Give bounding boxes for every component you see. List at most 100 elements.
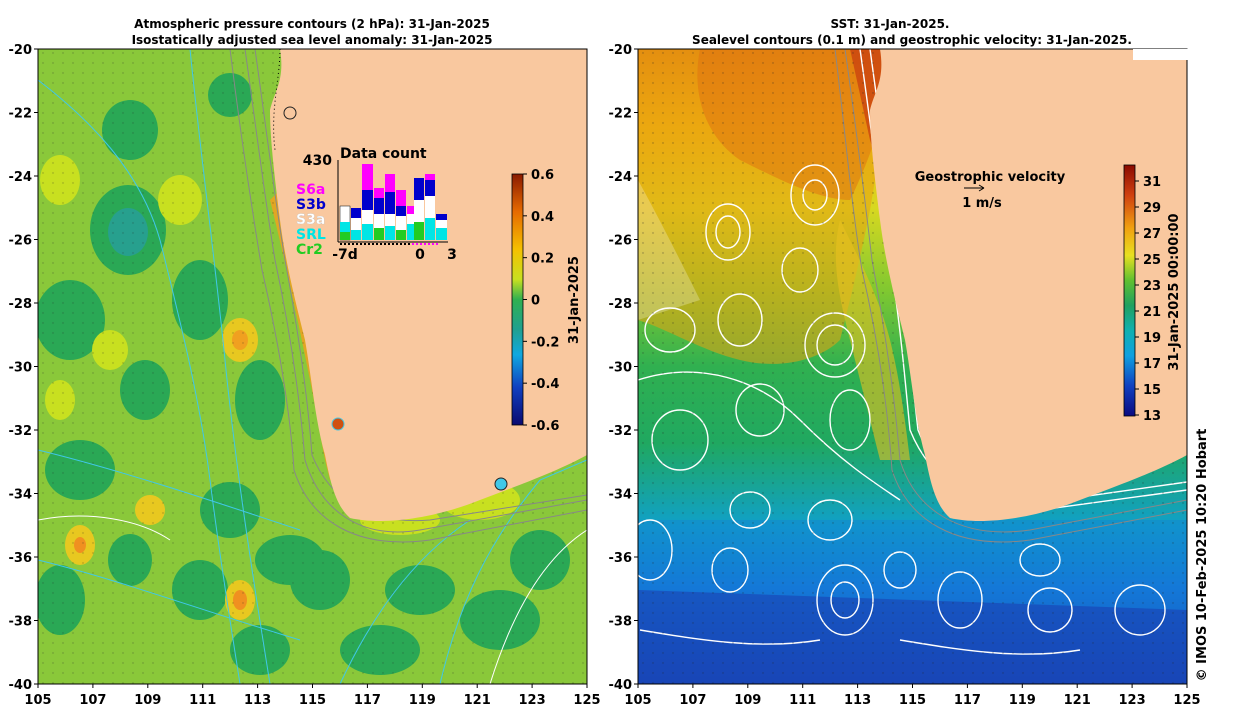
y-tick-label: -26 xyxy=(609,234,633,249)
x-tick-label: 123 xyxy=(1119,693,1146,708)
sla-colorbar: 0.6 0.4 0.2 0 -0.2 -0.4 -0.6 31-Jan-2025 xyxy=(511,168,582,434)
x-tick-label: 119 xyxy=(1009,693,1036,708)
y-tick-label: -32 xyxy=(609,424,633,439)
inset-max-count: 430 xyxy=(303,153,332,169)
x-tick-label: 113 xyxy=(244,693,271,708)
colorbar-tick-label: -0.6 xyxy=(531,419,559,434)
inset-legend-item: SRL xyxy=(296,227,326,243)
inset-x-tick-label: 3 xyxy=(447,247,457,263)
right-title-line1: SST: 31-Jan-2025. xyxy=(831,17,950,31)
colorbar-tick-label: 0 xyxy=(531,294,540,309)
y-tick-label: -36 xyxy=(9,551,33,566)
x-tick-label: 115 xyxy=(899,693,926,708)
x-tick-label: 111 xyxy=(189,693,216,708)
y-tick-label: -38 xyxy=(9,615,33,630)
y-tick-label: -30 xyxy=(9,361,33,376)
colorbar-tick-label: 15 xyxy=(1143,383,1161,398)
inset-legend-item: Cr2 xyxy=(296,242,323,258)
sst-colorbar: 31 29 27 25 23 21 19 17 15 13 31-Jan-2025 00:00:0… xyxy=(1123,164,1182,424)
x-tick-label: 121 xyxy=(464,693,491,708)
colorbar-tick-label: 29 xyxy=(1143,201,1161,216)
y-tick-label: -26 xyxy=(9,234,33,249)
velocity-legend-title: Geostrophic velocity xyxy=(915,170,1066,185)
colorbar-tick-label: 23 xyxy=(1143,279,1161,294)
x-tick-label: 117 xyxy=(954,693,981,708)
y-tick-label: -34 xyxy=(9,488,33,503)
land-mass xyxy=(270,49,587,521)
data-count-inset: Data count 430 xyxy=(296,146,457,263)
right-x-axis: 105 107 109 111 113 115 117 119 121 123 125 xyxy=(624,684,1201,708)
left-panel: Atmospheric pressure contours (2 hPa): 3… xyxy=(9,17,601,708)
inset-x-tick-label: 0 xyxy=(415,247,425,263)
y-tick-label: -28 xyxy=(609,297,633,312)
inset-legend-item: S3b xyxy=(296,197,326,213)
y-tick-label: -24 xyxy=(609,170,633,185)
y-tick-label: -34 xyxy=(609,488,633,503)
colorbar-tick-label: 19 xyxy=(1143,331,1161,346)
right-panel: SST: 31-Jan-2025. Sealevel contours (0.1… xyxy=(609,17,1201,708)
left-title-line1: Atmospheric pressure contours (2 hPa): 3… xyxy=(134,17,490,31)
x-tick-label: 113 xyxy=(844,693,871,708)
colorbar-tick-label: -0.4 xyxy=(531,377,559,392)
y-tick-label: -22 xyxy=(609,107,633,122)
sla-colorbar-label: 31-Jan-2025 xyxy=(567,256,582,344)
inset-x-tick-label: -7d xyxy=(332,247,358,263)
x-tick-label: 109 xyxy=(734,693,761,708)
sst-colorbar-label: 31-Jan-2025 00:00:00 xyxy=(1167,213,1182,370)
y-tick-label: -20 xyxy=(9,43,33,58)
inset-bars xyxy=(339,164,447,241)
y-tick-label: -36 xyxy=(609,551,633,566)
x-tick-label: 105 xyxy=(624,693,651,708)
x-tick-label: 115 xyxy=(299,693,326,708)
left-x-axis: 105 107 109 111 113 115 117 119 121 123 125 xyxy=(24,684,601,708)
station-marker xyxy=(283,106,297,120)
y-tick-label: -32 xyxy=(9,424,33,439)
y-tick-label: -30 xyxy=(609,361,633,376)
colorbar-tick-label: 0.2 xyxy=(531,252,554,267)
inset-legend-item: S6a xyxy=(296,182,325,198)
y-tick-label: -20 xyxy=(609,43,633,58)
station-marker xyxy=(494,477,508,491)
station-marker xyxy=(331,417,345,431)
x-tick-label: 105 xyxy=(24,693,51,708)
y-tick-label: -40 xyxy=(609,678,633,693)
left-title-line2: Isostatically adjusted sea level anomaly… xyxy=(132,33,493,47)
pressure-contours xyxy=(38,49,587,684)
sla-map xyxy=(38,49,587,684)
y-tick-label: -22 xyxy=(9,107,33,122)
right-y-axis: -20 -22 -24 -26 -28 -30 -32 -34 -36 -38 -40 xyxy=(609,43,638,693)
x-tick-label: 117 xyxy=(354,693,381,708)
right-title-line2: Sealevel contours (0.1 m) and geostrophi… xyxy=(692,33,1132,47)
colorbar-tick-label: 25 xyxy=(1143,253,1161,268)
x-tick-label: 109 xyxy=(134,693,161,708)
colorbar-tick-label: 13 xyxy=(1143,409,1161,424)
velocity-legend-scale: 1 m/s xyxy=(962,196,1002,211)
colorbar-tick-label: 17 xyxy=(1143,357,1161,372)
inset-legend-item: S3a xyxy=(296,212,325,228)
x-tick-label: 119 xyxy=(409,693,436,708)
colorbar-tick-label: 21 xyxy=(1143,305,1161,320)
colorbar-tick-label: 31 xyxy=(1143,175,1161,190)
x-tick-label: 125 xyxy=(573,693,600,708)
y-tick-label: -28 xyxy=(9,297,33,312)
y-tick-label: -38 xyxy=(609,615,633,630)
colorbar-tick-label: 0.6 xyxy=(531,168,554,183)
colorbar-tick-label: -0.2 xyxy=(531,335,559,350)
credit-text: © IMOS 10-Feb-2025 10:20 Hobart xyxy=(1195,429,1210,682)
left-y-axis: -20 -22 -24 -26 -28 -30 -32 -34 -36 -38 -40 xyxy=(9,43,38,693)
inset-x-axis: -7d 0 3 xyxy=(332,247,457,263)
x-tick-label: 107 xyxy=(679,693,706,708)
x-tick-label: 111 xyxy=(789,693,816,708)
y-tick-label: -24 xyxy=(9,170,33,185)
sst-map xyxy=(638,49,1187,684)
x-tick-label: 121 xyxy=(1064,693,1091,708)
y-tick-label: -40 xyxy=(9,678,33,693)
colorbar-tick-label: 27 xyxy=(1143,227,1161,242)
velocity-legend: Geostrophic velocity 1 m/s xyxy=(915,170,1066,211)
x-tick-label: 123 xyxy=(519,693,546,708)
x-tick-label: 125 xyxy=(1173,693,1200,708)
inset-title: Data count xyxy=(340,146,427,162)
right-land-mass xyxy=(870,49,1187,521)
